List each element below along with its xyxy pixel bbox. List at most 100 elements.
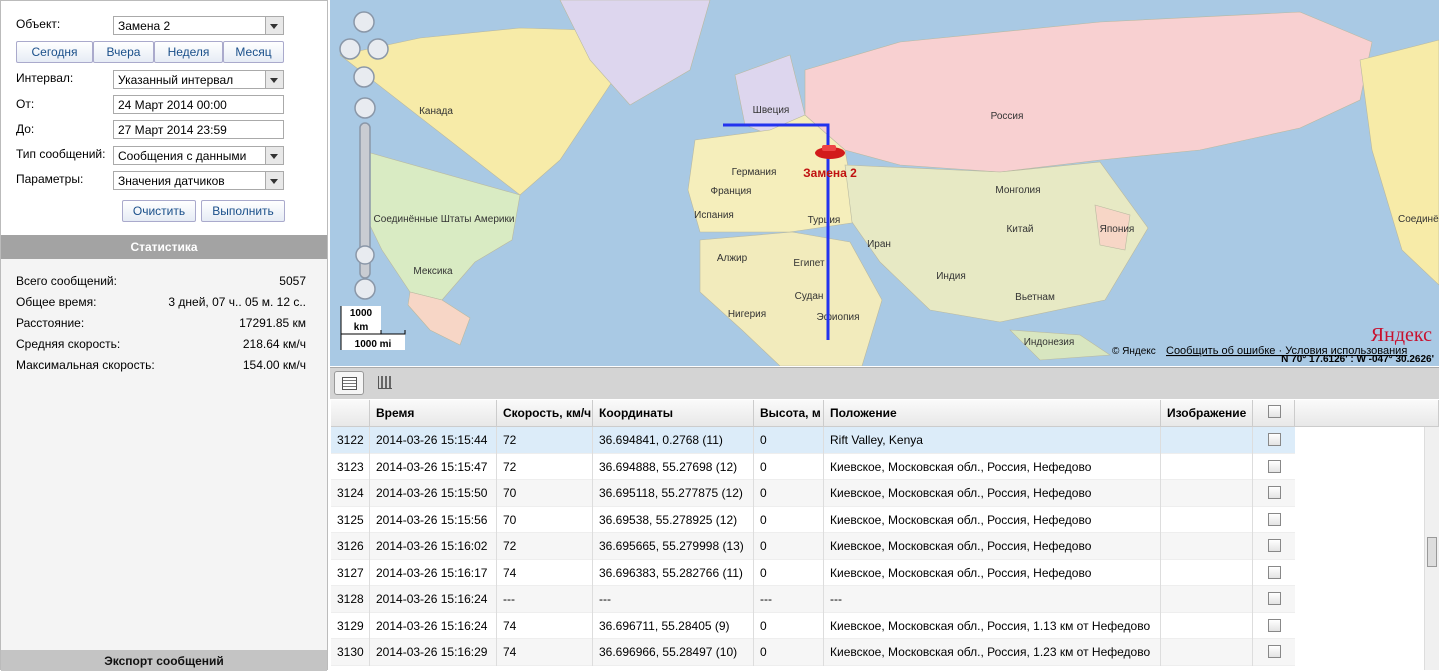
- table-cell: 3124: [331, 480, 370, 507]
- header-cell: Высота, м: [754, 400, 824, 427]
- run-button[interactable]: Выполнить: [201, 200, 285, 222]
- table-cell: Киевское, Московская обл., Россия, Нефед…: [824, 559, 1161, 586]
- row-checkbox[interactable]: [1268, 592, 1281, 605]
- row-checkbox[interactable]: [1268, 539, 1281, 552]
- table-cell: [1161, 639, 1253, 666]
- table-row[interactable]: 3129 2014-03-26 15:16:24 74 36.696711, 55.2…: [331, 612, 1295, 639]
- period-button[interactable]: Месяц: [223, 41, 284, 63]
- stat-value: 218.64 км/ч: [242, 337, 306, 351]
- scale-mi: 1000 mi: [355, 339, 392, 350]
- table-row[interactable]: 3128 2014-03-26 15:16:24 --- --- --- ---: [331, 586, 1295, 613]
- period-button[interactable]: Неделя: [154, 41, 223, 63]
- label: Параметры:: [16, 172, 84, 186]
- map[interactable]: Канада Швеция Россия Германия Франция Монголи…: [330, 0, 1439, 366]
- table-row[interactable]: 3124 2014-03-26 15:15:50 70 36.695118, 55.2…: [331, 480, 1295, 507]
- row-checkbox[interactable]: [1268, 512, 1281, 526]
- period-button[interactable]: Вчера: [93, 41, 154, 63]
- map-label: Нигерия: [728, 309, 766, 320]
- map-label: Турция: [808, 215, 841, 226]
- map-label: Индия: [936, 271, 966, 282]
- table-cell: 2014-03-26 15:16:02: [370, 533, 497, 560]
- car-marker[interactable]: Замена 2: [803, 145, 857, 180]
- table-cell: 72: [497, 533, 593, 560]
- header-cell: [1253, 400, 1295, 427]
- americas-east: [1359, 39, 1439, 286]
- cursor-coords: N 70° 17.6126' : W -047° 30.2626': [1281, 354, 1434, 365]
- table-row[interactable]: 3122 2014-03-26 15:15:44 72 36.694841, 0.27…: [331, 427, 1295, 454]
- table-cell: [1161, 453, 1253, 480]
- left-panel: Объект: Замена 2 Сегодня Вчера Неделя Месяц…: [0, 0, 328, 671]
- chart-view-button[interactable]: [370, 371, 400, 395]
- table-row[interactable]: 3125 2014-03-26 15:15:56 70 36.69538, 55.27…: [331, 506, 1295, 533]
- table-cell: 74: [497, 612, 593, 639]
- toolbar: [330, 367, 1439, 399]
- stat-row: Всего сообщений: 5057: [16, 274, 306, 288]
- table-cell: 0: [754, 480, 824, 507]
- table-view-button[interactable]: [334, 371, 364, 395]
- row-checkbox[interactable]: [1268, 618, 1281, 632]
- to-input[interactable]: 27 Март 2014 23:59: [113, 120, 284, 139]
- table-cell: 0: [754, 427, 824, 454]
- map-controls[interactable]: [339, 11, 389, 300]
- row-checkbox[interactable]: [1268, 565, 1281, 579]
- table-cell: Киевское, Московская обл., Россия, Нефед…: [824, 533, 1161, 560]
- header-cell: Координаты: [593, 400, 754, 427]
- table-cell: 70: [497, 506, 593, 533]
- africa: [699, 231, 883, 366]
- object-select[interactable]: Замена 2: [113, 16, 284, 35]
- header-cell: Изображение: [1161, 400, 1253, 427]
- table-cell: 0: [754, 506, 824, 533]
- scrollbar[interactable]: [1424, 427, 1439, 670]
- map-label: Египет: [793, 258, 825, 269]
- table-cell: 3125: [331, 506, 370, 533]
- header-cell: Положение: [824, 400, 1161, 427]
- map-label: Эфиопия: [817, 311, 860, 323]
- table-row[interactable]: 3126 2014-03-26 15:16:02 72 36.695665, 55.2…: [331, 533, 1295, 560]
- table-cell: 3129: [331, 612, 370, 639]
- map-labels: Канада Швеция Россия Германия Франция Монголи…: [374, 105, 1439, 348]
- table-cell: 74: [497, 639, 593, 666]
- table-row[interactable]: 3123 2014-03-26 15:15:47 72 36.694888, 55.2…: [331, 453, 1295, 480]
- label: Тип сообщений:: [16, 147, 106, 161]
- scale-km: 1000: [350, 308, 373, 319]
- stat-value: 17291.85 км: [239, 316, 306, 330]
- export-header[interactable]: Экспорт сообщений: [1, 650, 327, 671]
- table-row[interactable]: 3127 2014-03-26 15:16:17 74 36.696383, 55.2…: [331, 559, 1295, 586]
- row-checkbox[interactable]: [1268, 459, 1281, 473]
- table-cell: [1161, 559, 1253, 586]
- msg-type-select[interactable]: Сообщения с данными: [113, 146, 284, 165]
- row-checkbox[interactable]: [1268, 486, 1281, 499]
- table-cell: 3126: [331, 533, 370, 560]
- map-label: Алжир: [717, 253, 748, 264]
- scale-km-unit: km: [354, 322, 369, 333]
- table-cell: 36.695665, 55.279998 (13): [593, 533, 754, 560]
- table-cell: ---: [497, 586, 593, 613]
- table-cell: 36.696966, 55.28497 (10): [593, 639, 754, 666]
- row-checkbox[interactable]: [1268, 645, 1281, 658]
- table-cell: 2014-03-26 15:16:17: [370, 559, 497, 586]
- russia: [804, 11, 1373, 173]
- select-all-checkbox[interactable]: [1268, 405, 1281, 418]
- label: Интервал:: [16, 71, 74, 85]
- table-cell: 36.696711, 55.28405 (9): [593, 612, 754, 639]
- map-label: Вьетнам: [1015, 292, 1055, 303]
- from-input[interactable]: 24 Март 2014 00:00: [113, 95, 284, 114]
- table-cell: 0: [754, 533, 824, 560]
- table-cell: 0: [754, 453, 824, 480]
- map-links[interactable]: Сообщить об ошибке · Условия использован…: [1166, 345, 1407, 357]
- period-button[interactable]: Сегодня: [16, 41, 93, 63]
- table-row[interactable]: 3130 2014-03-26 15:16:29 74 36.696966, 55.2…: [331, 639, 1295, 666]
- filter-form: Объект: Замена 2 Сегодня Вчера Неделя Месяц…: [1, 1, 327, 235]
- scale-bar: [340, 306, 406, 350]
- clear-button[interactable]: Очистить: [122, 200, 196, 222]
- table-cell: Rift Valley, Kenya: [824, 427, 1161, 454]
- interval-select[interactable]: Указанный интервал: [113, 70, 284, 89]
- table-cell: 74: [497, 559, 593, 586]
- stat-row: Средняя скорость: 218.64 км/ч: [16, 337, 306, 351]
- params-select[interactable]: Значения датчиков: [113, 171, 284, 190]
- table-cell: 2014-03-26 15:15:44: [370, 427, 497, 454]
- map-label: Швеция: [753, 105, 790, 116]
- table-cell: 36.694841, 0.2768 (11): [593, 427, 754, 454]
- row-checkbox[interactable]: [1268, 433, 1281, 446]
